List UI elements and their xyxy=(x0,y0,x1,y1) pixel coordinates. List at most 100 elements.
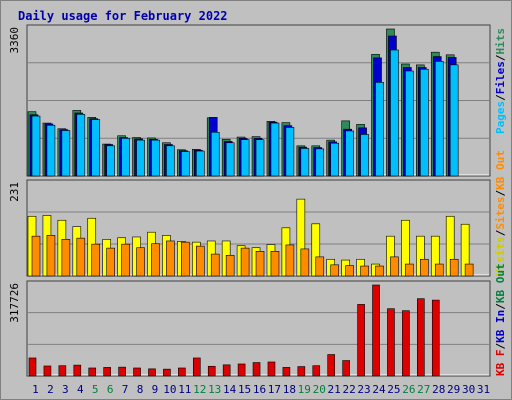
bar-kbf xyxy=(387,308,395,377)
legend-panel-1-part: Pages xyxy=(494,101,507,134)
x-tick-label: 3 xyxy=(62,383,69,396)
bar-pages xyxy=(106,145,115,177)
bar-pages xyxy=(31,115,41,177)
y-max-label: 231 xyxy=(8,182,21,202)
x-tick-label: 14 xyxy=(223,383,237,396)
legend-panel-1-part: Hits xyxy=(494,28,507,55)
bar-sites xyxy=(181,241,190,277)
bar-kbf xyxy=(148,368,156,377)
x-tick-label: 21 xyxy=(328,383,341,396)
bar-kbf xyxy=(327,354,336,377)
bar-sites xyxy=(61,239,71,277)
x-tick-label: 22 xyxy=(342,383,355,396)
bar-pages xyxy=(390,49,399,177)
x-tick-label: 7 xyxy=(122,383,129,396)
bar-sites xyxy=(360,265,369,277)
bar-pages xyxy=(315,148,325,177)
bar-kbf xyxy=(372,284,380,377)
bar-pages xyxy=(46,124,56,177)
bar-pages xyxy=(225,142,235,177)
y-max-label: 317726 xyxy=(8,283,21,323)
bar-pages xyxy=(434,61,444,177)
legend-panel-2-part: Sites xyxy=(494,197,507,230)
x-tick-label: 23 xyxy=(357,383,370,396)
x-tick-label: 30 xyxy=(462,383,475,396)
x-tick-label: 11 xyxy=(178,383,191,396)
bar-pages xyxy=(255,139,265,177)
bar-pages xyxy=(285,127,295,177)
bar-sites xyxy=(420,258,429,277)
bar-pages xyxy=(449,64,459,177)
bar-pages xyxy=(61,130,71,177)
bar-pages xyxy=(76,114,86,177)
y-max-label: 3360 xyxy=(8,27,21,54)
legend-panel-3-part: KB F xyxy=(494,350,507,377)
bar-sites xyxy=(315,256,325,277)
x-tick-label: 17 xyxy=(268,383,281,396)
bar-kbf xyxy=(73,364,82,377)
bar-kbf xyxy=(267,361,276,377)
bar-kbf xyxy=(357,304,365,377)
bar-sites xyxy=(285,244,295,277)
legend-panel-1-part: / xyxy=(494,94,507,101)
legend-panel-3-part: / xyxy=(494,343,507,350)
bar-pages xyxy=(345,130,354,177)
x-tick-label: 31 xyxy=(477,383,490,396)
bar-kbf xyxy=(103,367,111,377)
x-tick-label: 8 xyxy=(137,383,144,396)
x-tick-label: 19 xyxy=(298,383,311,396)
bar-sites xyxy=(270,251,280,277)
bar-sites xyxy=(210,253,220,277)
legend-panel-3: KB F/KB In/KB Out xyxy=(494,263,507,376)
x-tick-label: 29 xyxy=(447,383,460,396)
x-tick-label: 1 xyxy=(32,383,39,396)
x-tick-label: 27 xyxy=(417,383,430,396)
bar-pages xyxy=(330,142,340,177)
bar-pages xyxy=(420,68,429,177)
legend-panel-2-part: / xyxy=(494,190,507,197)
bar-sites xyxy=(46,235,56,277)
legend-panel-3-part: KB Out xyxy=(494,263,507,303)
bar-kbf xyxy=(297,366,306,377)
bar-pages xyxy=(360,134,369,177)
bar-kbf xyxy=(282,367,291,377)
bar-sites xyxy=(330,264,340,277)
bar-sites xyxy=(136,247,145,277)
bar-pages xyxy=(405,70,414,177)
bar-sites xyxy=(255,251,265,277)
bar-sites xyxy=(91,243,101,277)
x-tick-label: 9 xyxy=(152,383,159,396)
legend-panel-3-part: / xyxy=(494,303,507,310)
x-tick-label: 25 xyxy=(387,383,400,396)
bar-kbf xyxy=(252,362,261,377)
x-tick-label: 13 xyxy=(208,383,221,396)
bar-sites xyxy=(375,265,384,277)
bar-sites xyxy=(106,247,115,277)
bar-kbf xyxy=(342,360,350,377)
bar-sites xyxy=(195,245,205,277)
bar-pages xyxy=(121,138,130,177)
bar-kbf xyxy=(58,365,67,377)
bar-pages xyxy=(181,151,190,177)
bar-pages xyxy=(91,119,101,177)
bar-sites xyxy=(166,240,175,277)
x-tick-label: 6 xyxy=(107,383,114,396)
bar-kbf xyxy=(417,298,425,377)
bar-sites xyxy=(151,243,160,277)
x-tick-label: 12 xyxy=(193,383,206,396)
x-tick-label: 5 xyxy=(92,383,99,396)
bar-kbf xyxy=(237,363,246,377)
legend-panel-2-part: KB Out xyxy=(494,150,507,190)
bar-kbf xyxy=(402,310,410,377)
bar-sites xyxy=(300,248,310,277)
bar-sites xyxy=(345,265,354,277)
legend-panel-1-part: / xyxy=(494,54,507,61)
panel-3 xyxy=(26,280,491,377)
bar-kbf xyxy=(28,357,37,377)
bar-kbf xyxy=(178,367,186,377)
bar-pages xyxy=(375,82,384,177)
x-tick-label: 4 xyxy=(77,383,84,396)
x-tick-label: 24 xyxy=(372,383,386,396)
bar-kbf xyxy=(118,366,126,377)
legend-panel-1-part: Files xyxy=(494,61,507,94)
